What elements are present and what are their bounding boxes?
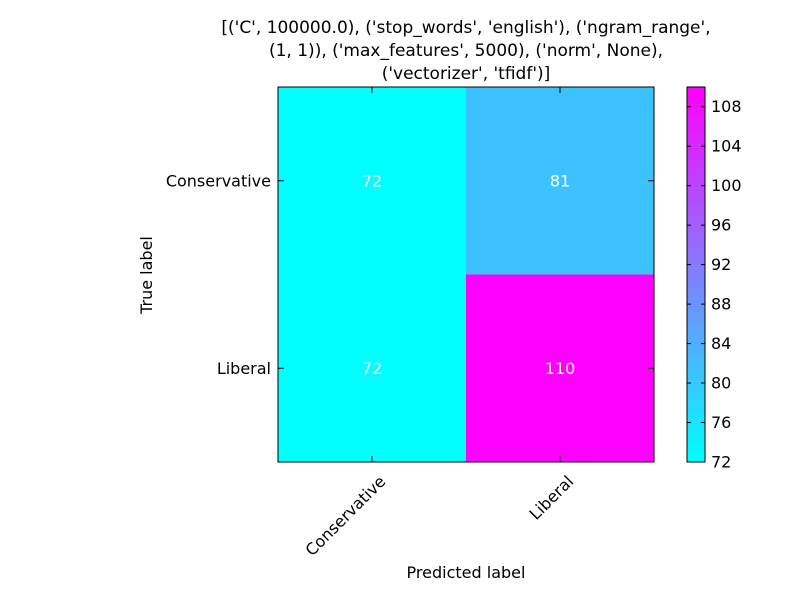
colorbar-tick-label-4: 88 — [711, 295, 731, 314]
title-line-1: [('C', 100000.0), ('stop_words', 'englis… — [221, 18, 710, 38]
colorbar — [686, 86, 706, 463]
heatmap-cell-0-0 — [278, 87, 466, 275]
y-tick-label-1: Liberal — [217, 359, 271, 378]
colorbar-tick-label-2: 80 — [711, 374, 731, 393]
x-tick-label-0: Conservative — [302, 472, 390, 560]
colorbar-tick-label-6: 96 — [711, 216, 731, 235]
x-axis-label: Predicted label — [407, 563, 526, 582]
axis-ticks — [278, 87, 654, 462]
heatmap-cell-1-1 — [466, 274, 654, 462]
y-axis-label: True label — [137, 236, 156, 315]
colorbar-tick-label-8: 104 — [711, 137, 742, 156]
heatmap-cells — [278, 87, 654, 462]
heatmap-cell-1-0 — [278, 274, 466, 462]
chart-title: [('C', 100000.0), ('stop_words', 'englis… — [221, 18, 710, 84]
colorbar-ticks: 72 76 80 84 88 92 96 100 104 108 — [687, 97, 742, 472]
colorbar-tick-label-7: 100 — [711, 176, 742, 195]
cell-value-0-0: 72 — [362, 171, 382, 190]
colorbar-tick-label-1: 76 — [711, 413, 731, 432]
title-line-2: (1, 1)), ('max_features', 5000), ('norm'… — [269, 41, 663, 61]
cell-value-1-0: 72 — [362, 359, 382, 378]
colorbar-tick-label-9: 108 — [711, 97, 742, 116]
y-tick-label-0: Conservative — [166, 171, 271, 190]
cell-value-1-1: 110 — [545, 359, 576, 378]
cell-value-0-1: 81 — [550, 171, 570, 190]
colorbar-tick-label-5: 92 — [711, 255, 731, 274]
title-line-3: ('vectorizer', 'tfidf')] — [382, 64, 551, 84]
heatmap-cell-labels: 72 81 72 110 — [362, 171, 575, 378]
x-tick-label-1: Liberal — [526, 472, 578, 524]
colorbar-tick-label-3: 84 — [711, 334, 731, 353]
colorbar-tick-label-0: 72 — [711, 453, 731, 472]
heatmap-cell-0-1 — [466, 87, 654, 275]
plot-frame — [277, 86, 655, 463]
